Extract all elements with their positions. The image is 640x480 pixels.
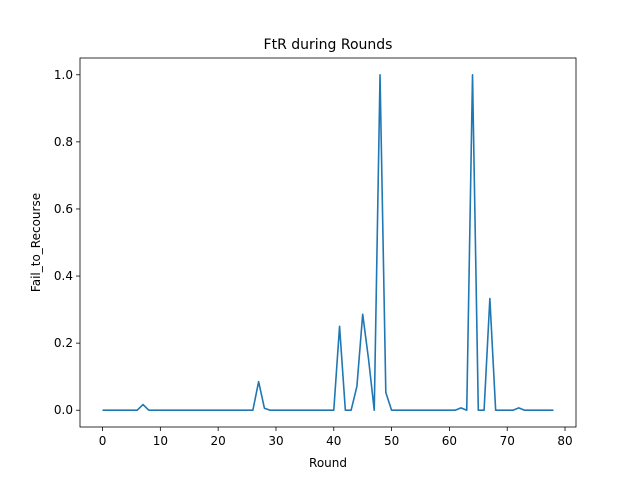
x-axis: 0 10 20 30 40 50 60 70 80 — [99, 427, 573, 448]
plot-area — [102, 73, 554, 412]
x-tick-label: 10 — [153, 434, 168, 448]
y-tick-label: 0.8 — [54, 135, 73, 149]
x-tick-label: 40 — [326, 434, 341, 448]
y-tick-label: 1.0 — [54, 68, 73, 82]
axes-frame — [79, 57, 577, 428]
y-tick-label: 0.2 — [54, 336, 73, 350]
x-tick-label: 30 — [268, 434, 283, 448]
y-axis: 0.0 0.2 0.4 0.6 0.8 1.0 — [54, 68, 80, 417]
x-tick-label: 20 — [211, 434, 226, 448]
x-tick-label: 60 — [442, 434, 457, 448]
x-tick-label: 50 — [384, 434, 399, 448]
y-tick-label: 0.6 — [54, 202, 73, 216]
y-tick-label: 0.4 — [54, 269, 73, 283]
x-axis-label: Round — [309, 456, 347, 470]
x-tick-label: 0 — [99, 434, 107, 448]
chart-title: FtR during Rounds — [264, 37, 393, 53]
x-tick-label: 80 — [557, 434, 572, 448]
y-tick-label: 0.0 — [54, 403, 73, 417]
x-tick-label: 70 — [500, 434, 515, 448]
series-line-0 — [102, 73, 554, 412]
y-axis-label: Fail_to_Recourse — [29, 193, 43, 292]
